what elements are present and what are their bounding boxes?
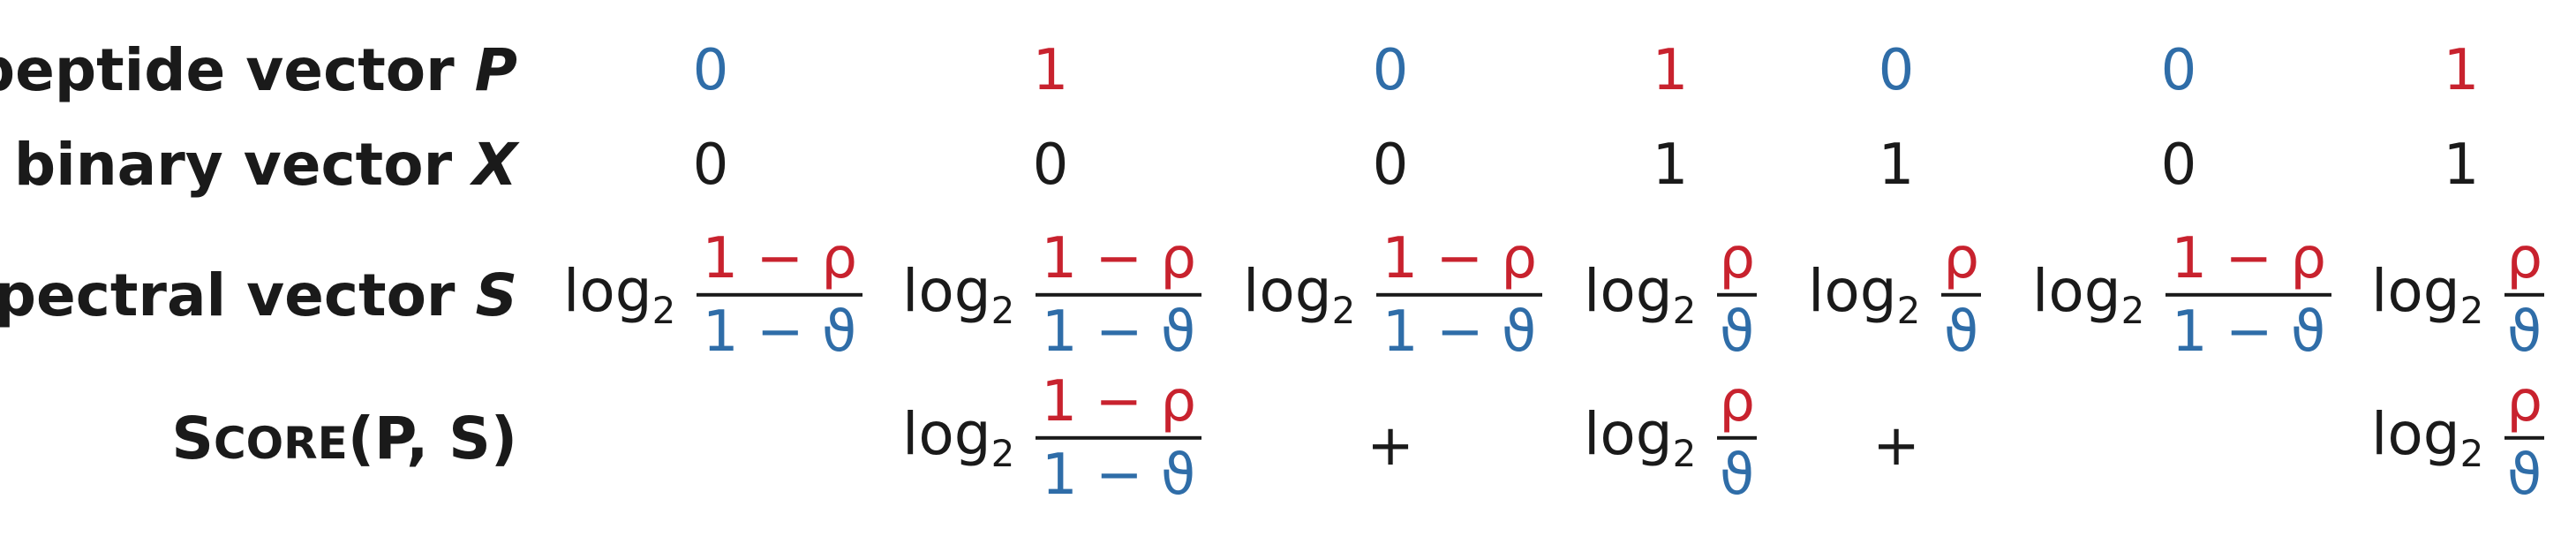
log2-symbol: log2 xyxy=(2032,257,2145,332)
binary-vector-label: binary vector X xyxy=(14,136,517,194)
spectral-vector-var: S xyxy=(475,261,517,329)
binary-digit-5: 1 xyxy=(1878,132,1915,198)
peptide-vector-text: peptide vector xyxy=(0,36,475,104)
score-label-initial: S xyxy=(171,405,214,473)
log2-symbol: log2 xyxy=(902,257,1015,332)
peptide-digit-7: 1 xyxy=(2443,38,2480,103)
spectral-vector-text: spectral vector xyxy=(0,261,476,329)
log2-symbol: log2 xyxy=(2371,400,2484,475)
log2-symbol: log2 xyxy=(1243,257,1356,332)
plus-sign: + xyxy=(1367,413,1414,479)
score-label-smallcaps: CORE xyxy=(213,418,348,469)
peptide-vector-var: P xyxy=(474,36,517,104)
binary-digit-3: 0 xyxy=(1372,132,1409,198)
plus-sign: + xyxy=(1872,413,1920,479)
binary-vector-text: binary vector xyxy=(13,131,473,199)
score-label: SCORE(P, S) xyxy=(171,410,517,468)
log2-symbol: log2 xyxy=(2371,257,2484,332)
peptide-vector-label: peptide vector P xyxy=(0,42,517,100)
peptide-digit-6: 0 xyxy=(2160,38,2197,103)
peptide-digit-2: 1 xyxy=(1032,38,1069,103)
score-label-args: (P, S) xyxy=(347,405,517,473)
binary-vector-var: X xyxy=(472,131,517,199)
log2-symbol: log2 xyxy=(1584,400,1697,475)
binary-digit-1: 0 xyxy=(692,132,729,198)
log2-symbol: log2 xyxy=(902,400,1015,475)
log2-symbol: log2 xyxy=(563,257,676,332)
binary-digit-6: 0 xyxy=(2160,132,2197,198)
peptide-digit-4: 1 xyxy=(1652,38,1689,103)
log2-symbol: log2 xyxy=(1584,257,1697,332)
binary-digit-2: 0 xyxy=(1032,132,1069,198)
spectral-vector-label: spectral vector S xyxy=(0,267,517,325)
binary-digit-7: 1 xyxy=(2443,132,2480,198)
peptide-digit-5: 0 xyxy=(1878,38,1915,103)
peptide-digit-1: 0 xyxy=(692,38,729,103)
binary-digit-4: 1 xyxy=(1652,132,1689,198)
log2-symbol: log2 xyxy=(1808,257,1921,332)
peptide-digit-3: 0 xyxy=(1372,38,1409,103)
